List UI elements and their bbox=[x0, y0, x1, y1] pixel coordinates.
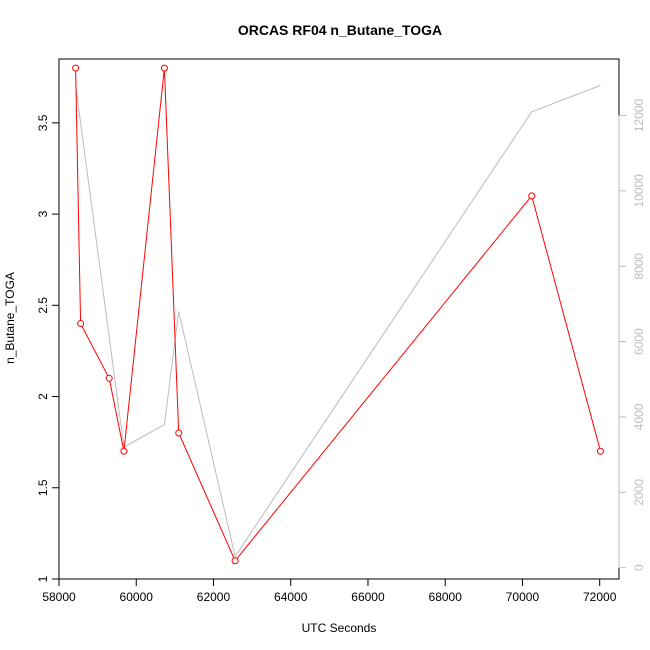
y2-tick-label: 2000 bbox=[632, 479, 646, 506]
y2-tick-label: 4000 bbox=[632, 403, 646, 430]
x-tick-label: 70000 bbox=[506, 590, 540, 604]
y-tick-label: 3 bbox=[36, 210, 50, 217]
data-point bbox=[175, 429, 183, 437]
y2-tick-label: 0 bbox=[632, 564, 646, 571]
data-point bbox=[231, 557, 239, 565]
y-axis-right: 0 2000 4000 6000 8000 10000 12000 bbox=[618, 99, 646, 571]
x-tick-label: 60000 bbox=[120, 590, 154, 604]
series-layer bbox=[72, 64, 604, 565]
y-tick-label: 1 bbox=[36, 575, 50, 582]
y2-tick-label: 10000 bbox=[632, 174, 646, 208]
data-point bbox=[596, 447, 604, 455]
plot-frame bbox=[58, 58, 620, 580]
x-tick-label: 62000 bbox=[197, 590, 231, 604]
data-point bbox=[120, 447, 128, 455]
y2-tick-label: 8000 bbox=[632, 253, 646, 280]
y-tick-label: 3.5 bbox=[36, 114, 50, 131]
y-axis-left: 1 1.5 2 2.5 3 3.5 bbox=[36, 114, 60, 582]
x-tick-label: 72000 bbox=[583, 590, 617, 604]
x-axis: 58000 60000 62000 64000 66000 68000 70000 72000 bbox=[42, 578, 617, 604]
y-axis-label: n_Butane_TOGA bbox=[3, 272, 17, 364]
y-tick-label: 2 bbox=[36, 393, 50, 400]
series-line-right bbox=[75, 84, 601, 558]
y2-tick-label: 12000 bbox=[632, 99, 646, 133]
x-tick-label: 58000 bbox=[42, 590, 76, 604]
data-point bbox=[160, 64, 168, 72]
x-axis-label: UTC Seconds bbox=[302, 621, 377, 635]
y-tick-label: 1.5 bbox=[36, 479, 50, 496]
x-tick-label: 68000 bbox=[429, 590, 463, 604]
series-line-left bbox=[75, 68, 601, 562]
y-tick-label: 2.5 bbox=[36, 297, 50, 314]
y2-tick-label: 6000 bbox=[632, 328, 646, 355]
chart-title: ORCAS RF04 n_Butane_TOGA bbox=[238, 22, 442, 38]
data-point bbox=[105, 374, 113, 382]
data-point bbox=[77, 320, 85, 328]
data-point bbox=[72, 64, 80, 72]
x-tick-label: 64000 bbox=[274, 590, 308, 604]
x-tick-label: 66000 bbox=[351, 590, 385, 604]
data-point bbox=[528, 192, 536, 200]
